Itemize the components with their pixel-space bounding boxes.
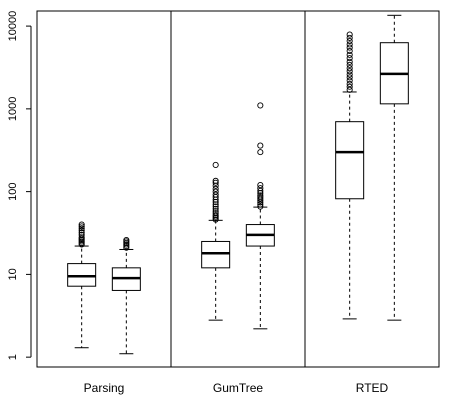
x-axis-labels: Parsing GumTree RTED bbox=[84, 381, 389, 395]
category-label: GumTree bbox=[213, 381, 264, 395]
y-tick-label: 1000 bbox=[7, 97, 19, 121]
outlier-point bbox=[346, 68, 353, 75]
box-rted-2 bbox=[379, 14, 409, 321]
outlier-point bbox=[257, 142, 264, 149]
y-tick-label: 1 bbox=[7, 354, 19, 360]
outlier-point bbox=[212, 208, 219, 215]
outlier-point bbox=[257, 203, 264, 210]
outlier-point bbox=[346, 34, 353, 41]
outlier-point bbox=[257, 187, 264, 194]
outlier-point bbox=[78, 231, 85, 238]
y-tick-label: 10000 bbox=[7, 11, 19, 42]
outlier-point bbox=[346, 65, 353, 72]
category-label: Parsing bbox=[84, 381, 125, 395]
outlier-point bbox=[123, 243, 130, 250]
y-axis: 1 10 100 1000 10000 bbox=[7, 11, 32, 360]
outlier-point bbox=[346, 55, 353, 62]
box-parsing-2 bbox=[111, 236, 141, 355]
outlier-point bbox=[257, 185, 264, 192]
outlier-point bbox=[346, 83, 353, 90]
outlier-point bbox=[78, 221, 85, 228]
outlier-point bbox=[212, 177, 219, 184]
outlier-point bbox=[212, 161, 219, 169]
outlier-point bbox=[212, 210, 219, 217]
boxes-layer bbox=[67, 14, 409, 355]
outlier-point bbox=[346, 58, 353, 65]
category-label: RTED bbox=[356, 381, 389, 395]
outlier-point bbox=[78, 227, 85, 234]
plot-frame bbox=[36, 10, 440, 368]
outlier-point bbox=[212, 185, 219, 192]
outlier-point bbox=[212, 203, 219, 210]
outlier-point bbox=[346, 31, 353, 38]
outlier-point bbox=[78, 229, 85, 236]
box-iqr bbox=[335, 121, 365, 200]
outlier-point bbox=[346, 86, 353, 93]
outlier-point bbox=[346, 77, 353, 84]
y-tick-label: 10 bbox=[7, 268, 19, 280]
box-rted-1 bbox=[335, 31, 365, 320]
outlier-point bbox=[346, 37, 353, 45]
outlier-point bbox=[346, 71, 353, 78]
outlier-point bbox=[346, 44, 353, 51]
outlier-point bbox=[346, 61, 353, 68]
outlier-point bbox=[257, 182, 264, 189]
outlier-point bbox=[123, 236, 130, 244]
box-iqr bbox=[201, 240, 231, 269]
outlier-point bbox=[212, 188, 219, 195]
box-gumtree-2 bbox=[245, 102, 275, 330]
outlier-point bbox=[78, 225, 85, 232]
outlier-point bbox=[257, 193, 264, 201]
outlier-point bbox=[78, 223, 85, 230]
box-parsing-1 bbox=[67, 221, 97, 349]
outlier-point bbox=[346, 47, 353, 55]
outlier-point bbox=[346, 74, 353, 81]
outlier-point bbox=[257, 102, 264, 109]
y-tick-label: 100 bbox=[7, 182, 19, 200]
outlier-point bbox=[212, 191, 219, 198]
outlier-point bbox=[257, 149, 264, 156]
outlier-point bbox=[212, 205, 219, 212]
outlier-point bbox=[346, 80, 353, 87]
outlier-point bbox=[346, 41, 353, 48]
outlier-point bbox=[212, 212, 219, 219]
box-iqr bbox=[67, 263, 97, 287]
outlier-point bbox=[212, 179, 219, 186]
box-gumtree-1 bbox=[201, 161, 231, 321]
outlier-point bbox=[257, 201, 264, 208]
group-separators bbox=[170, 11, 306, 367]
outlier-point bbox=[257, 195, 264, 202]
outlier-point bbox=[346, 51, 353, 58]
outlier-point bbox=[257, 192, 264, 199]
